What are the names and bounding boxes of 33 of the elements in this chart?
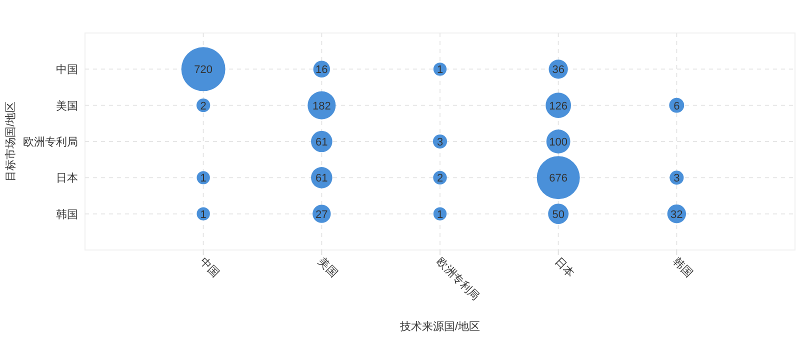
y-tick-label: 欧洲专利局	[23, 136, 78, 148]
x-tick-label: 美国	[316, 254, 340, 280]
x-tick-label: 欧洲专利局	[434, 254, 482, 304]
data-label: 720	[194, 64, 213, 76]
x-axis-title: 技术来源国/地区	[398, 320, 480, 333]
x-tick-label: 中国	[197, 254, 222, 280]
y-tick-label: 韩国	[56, 208, 78, 221]
y-axis-title: 目标市场国/地区	[4, 101, 17, 182]
x-tick-label: 韩国	[670, 254, 696, 280]
data-label: 6	[674, 100, 680, 112]
y-tick-label: 美国	[56, 99, 78, 112]
data-label: 61	[316, 172, 328, 185]
data-label: 1	[200, 208, 206, 221]
data-label: 61	[316, 136, 328, 148]
data-label: 1	[436, 208, 444, 221]
data-label: 2	[436, 172, 444, 185]
data-label: 3	[674, 172, 680, 185]
data-label: 16	[316, 64, 328, 76]
data-label: 100	[549, 136, 568, 148]
data-label: 126	[549, 100, 568, 112]
data-label: 2	[200, 100, 206, 112]
data-label: 676	[549, 172, 568, 185]
data-label: 182	[312, 100, 331, 112]
data-label: 1	[436, 64, 444, 76]
data-label: 36	[552, 64, 564, 76]
data-label: 32	[670, 208, 683, 221]
y-tick-label: 中国	[56, 63, 78, 76]
y-tick-label: 日本	[56, 172, 78, 185]
x-tick-label: 日本	[552, 254, 577, 280]
data-label: 50	[552, 208, 564, 221]
data-label: 3	[436, 136, 444, 148]
data-label: 27	[316, 208, 328, 221]
data-label: 1	[200, 172, 206, 185]
